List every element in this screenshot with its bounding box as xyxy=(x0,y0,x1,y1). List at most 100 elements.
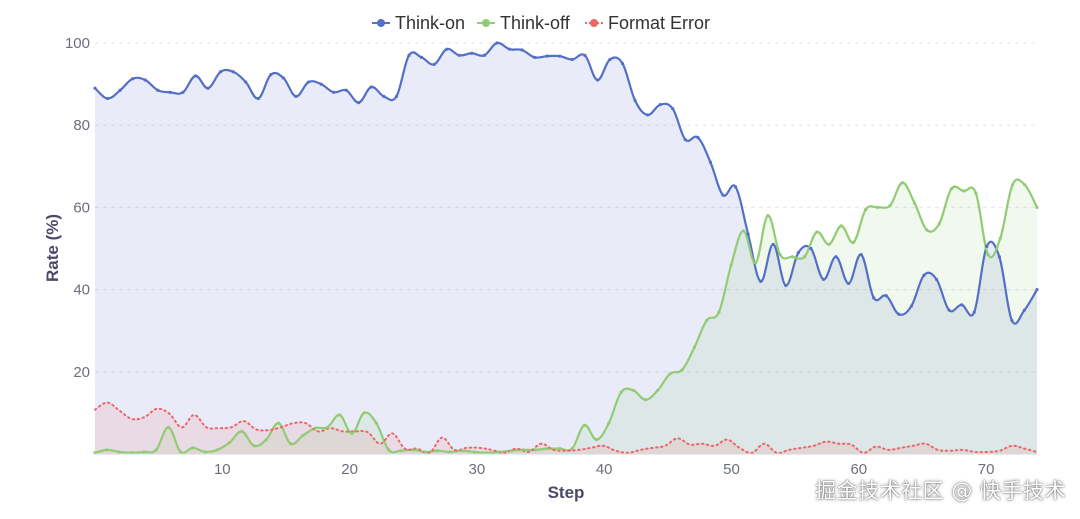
data-point-think-off[interactable] xyxy=(448,450,452,454)
data-point-think-on[interactable] xyxy=(206,86,210,90)
data-point-think-on[interactable] xyxy=(533,55,537,59)
legend[interactable]: Think-on Think-off Format Error xyxy=(372,13,710,33)
data-point-think-on[interactable] xyxy=(244,80,248,84)
data-point-think-off[interactable] xyxy=(289,442,293,446)
data-point-think-on[interactable] xyxy=(620,61,625,66)
data-point-think-off[interactable] xyxy=(766,214,770,218)
data-point-think-off[interactable] xyxy=(387,448,391,452)
data-point-think-on[interactable] xyxy=(570,57,574,62)
data-point-think-on[interactable] xyxy=(357,101,361,105)
data-point-think-off[interactable] xyxy=(362,411,366,415)
data-point-think-on[interactable] xyxy=(683,137,687,142)
legend-item-think-on[interactable]: Think-on xyxy=(372,13,465,33)
data-point-think-on[interactable] xyxy=(558,54,562,58)
data-point-think-on[interactable] xyxy=(457,53,461,57)
data-point-think-off[interactable] xyxy=(411,448,415,452)
data-point-think-off[interactable] xyxy=(582,423,586,427)
data-point-think-on[interactable] xyxy=(1022,308,1027,312)
data-point-think-off[interactable] xyxy=(313,426,317,430)
data-point-think-off[interactable] xyxy=(203,450,207,454)
data-point-think-on[interactable] xyxy=(646,113,650,117)
data-point-think-off[interactable] xyxy=(497,450,501,454)
data-point-think-on[interactable] xyxy=(156,88,160,92)
data-point-think-off[interactable] xyxy=(594,438,599,442)
data-point-think-off[interactable] xyxy=(631,388,635,392)
data-point-think-off[interactable] xyxy=(668,372,672,376)
data-point-think-off[interactable] xyxy=(619,390,623,394)
data-point-think-off[interactable] xyxy=(815,230,819,234)
data-point-think-off[interactable] xyxy=(876,205,880,209)
data-point-think-on[interactable] xyxy=(721,193,725,197)
data-point-think-on[interactable] xyxy=(1010,318,1014,323)
data-point-think-off[interactable] xyxy=(778,253,782,257)
data-point-think-on[interactable] xyxy=(495,41,499,45)
data-point-think-on[interactable] xyxy=(872,296,876,300)
data-point-think-on[interactable] xyxy=(583,53,587,57)
data-point-think-on[interactable] xyxy=(985,244,989,249)
data-point-think-on[interactable] xyxy=(859,253,863,257)
data-point-think-on[interactable] xyxy=(407,53,411,57)
data-point-think-on[interactable] xyxy=(658,103,662,107)
data-point-think-off[interactable] xyxy=(754,261,758,265)
data-point-think-on[interactable] xyxy=(269,73,273,77)
data-point-think-off[interactable] xyxy=(350,431,354,436)
data-point-think-on[interactable] xyxy=(219,70,223,74)
data-point-think-off[interactable] xyxy=(264,438,268,442)
series-line-think-on[interactable] xyxy=(93,41,1039,325)
data-point-think-off[interactable] xyxy=(509,449,513,453)
data-point-think-off[interactable] xyxy=(705,318,709,323)
data-point-think-off[interactable] xyxy=(986,253,990,257)
data-point-think-on[interactable] xyxy=(972,310,976,314)
data-point-think-on[interactable] xyxy=(394,94,399,99)
data-point-think-on[interactable] xyxy=(369,85,373,89)
legend-item-format-error[interactable]: Format Error xyxy=(585,13,710,33)
data-point-think-off[interactable] xyxy=(680,368,684,372)
data-point-think-off[interactable] xyxy=(790,255,794,259)
data-point-think-off[interactable] xyxy=(741,229,745,233)
data-point-think-on[interactable] xyxy=(432,62,436,66)
data-point-think-off[interactable] xyxy=(729,263,733,267)
data-point-think-off[interactable] xyxy=(974,191,978,195)
data-point-think-on[interactable] xyxy=(93,86,97,90)
data-point-think-on[interactable] xyxy=(922,273,926,277)
data-point-think-on[interactable] xyxy=(759,279,763,283)
data-point-think-on[interactable] xyxy=(746,232,750,236)
data-point-think-off[interactable] xyxy=(962,189,966,193)
data-point-think-on[interactable] xyxy=(306,80,311,84)
data-point-think-on[interactable] xyxy=(231,70,235,74)
data-point-think-off[interactable] xyxy=(252,444,256,448)
data-point-think-off[interactable] xyxy=(839,224,843,228)
data-point-think-off[interactable] xyxy=(435,449,440,453)
data-point-think-on[interactable] xyxy=(733,185,738,189)
data-point-think-on[interactable] xyxy=(821,277,826,281)
data-point-think-on[interactable] xyxy=(897,312,901,316)
data-point-think-on[interactable] xyxy=(1035,288,1039,292)
data-point-think-off[interactable] xyxy=(521,448,525,452)
data-point-think-on[interactable] xyxy=(520,48,524,52)
data-point-think-on[interactable] xyxy=(545,54,549,58)
data-point-think-off[interactable] xyxy=(1010,183,1015,187)
data-point-think-off[interactable] xyxy=(888,203,892,207)
data-point-think-on[interactable] xyxy=(633,98,637,103)
data-point-think-on[interactable] xyxy=(445,47,449,51)
data-point-think-off[interactable] xyxy=(460,449,464,453)
data-point-think-off[interactable] xyxy=(570,447,574,451)
data-point-think-off[interactable] xyxy=(900,181,905,185)
data-point-think-off[interactable] xyxy=(179,450,183,454)
data-point-think-off[interactable] xyxy=(827,242,831,246)
data-point-think-off[interactable] xyxy=(154,448,158,452)
data-point-think-on[interactable] xyxy=(608,57,612,62)
data-point-think-off[interactable] xyxy=(949,187,953,191)
series-line-format-error[interactable] xyxy=(94,401,1038,455)
data-point-think-on[interactable] xyxy=(784,283,788,288)
data-point-think-off[interactable] xyxy=(301,433,305,438)
data-point-think-off[interactable] xyxy=(643,398,648,402)
data-point-think-off[interactable] xyxy=(276,421,281,425)
data-point-think-off[interactable] xyxy=(240,429,244,433)
data-point-think-on[interactable] xyxy=(281,76,285,80)
data-point-think-off[interactable] xyxy=(851,240,856,244)
data-point-think-on[interactable] xyxy=(131,77,135,81)
data-point-think-off[interactable] xyxy=(227,440,232,445)
data-point-think-off[interactable] xyxy=(692,345,697,349)
data-point-think-on[interactable] xyxy=(847,281,851,286)
